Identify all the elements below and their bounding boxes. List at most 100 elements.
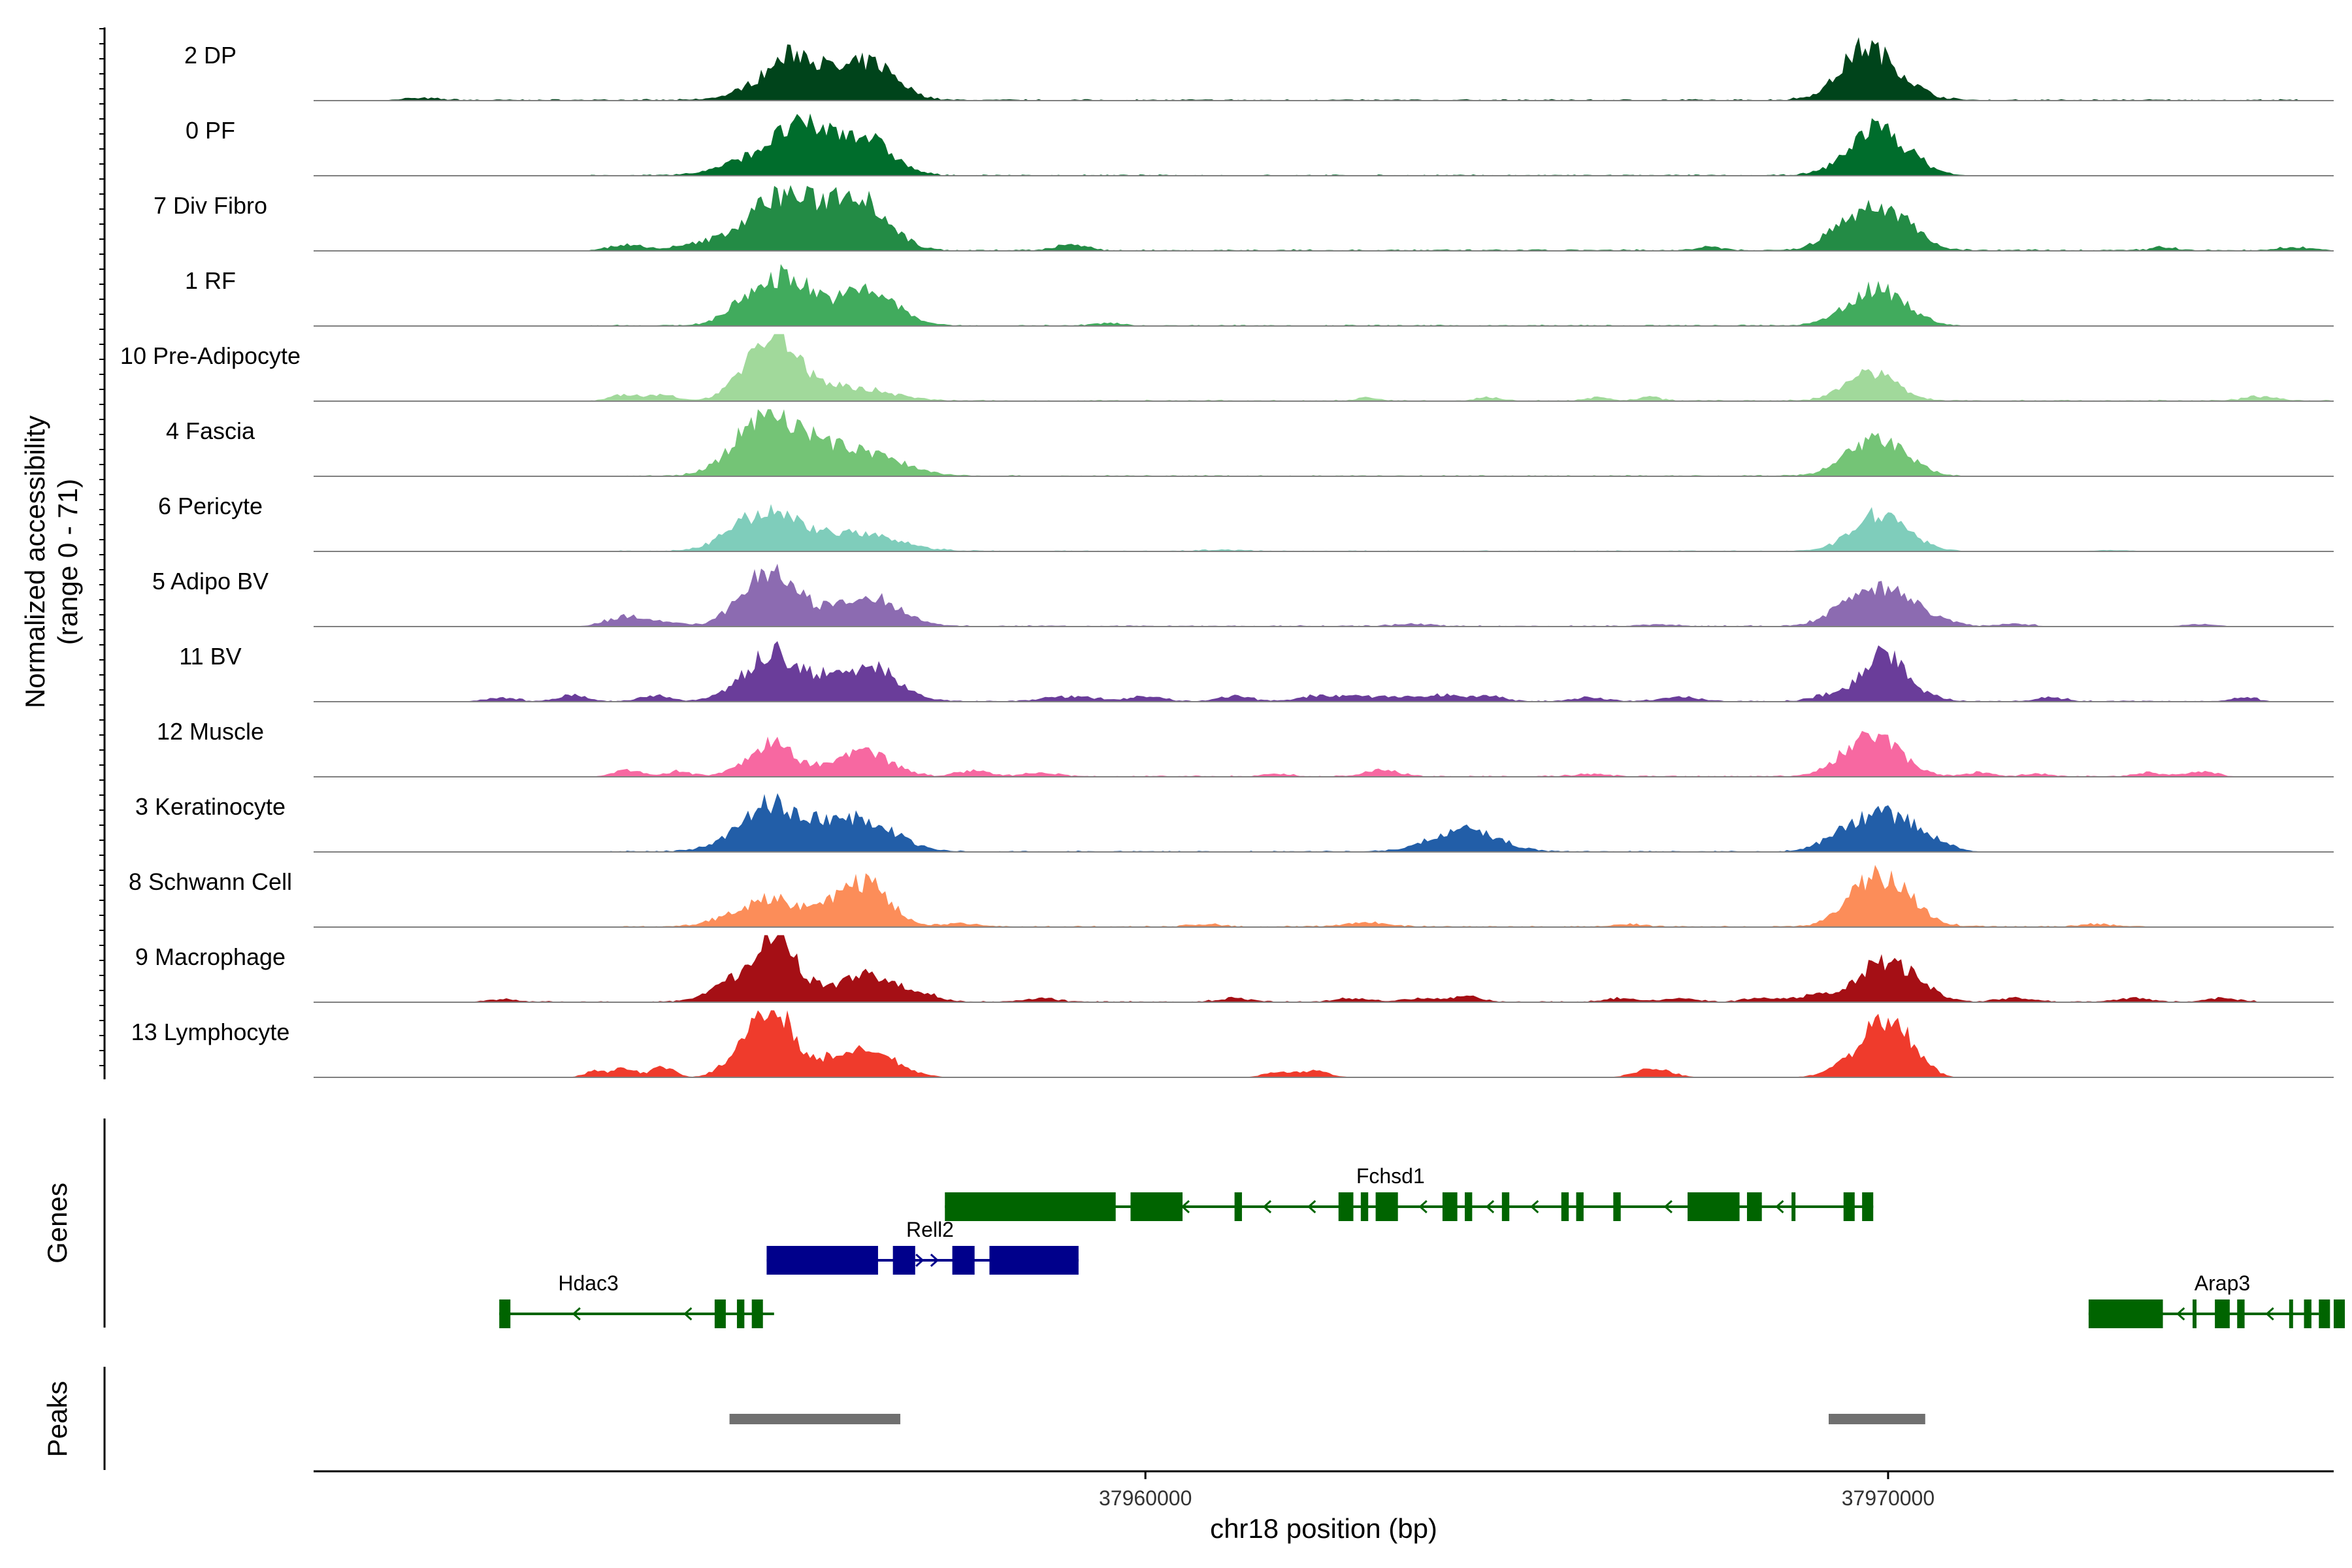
exon xyxy=(1688,1192,1740,1221)
gene-fchsd1: Fchsd1 xyxy=(945,1164,1874,1221)
exon xyxy=(1791,1192,1796,1221)
track-label: 0 PF xyxy=(186,117,235,144)
strand-arrow xyxy=(1775,1200,1784,1214)
exon xyxy=(1746,1192,1762,1221)
track-label: 3 Keratinocyte xyxy=(135,793,286,820)
genes-track-label: Genes xyxy=(42,1183,73,1264)
gene-arap3: Arap3 xyxy=(2088,1271,2345,1328)
track-0-pf: 0 PF xyxy=(186,113,2334,176)
strand-arrow xyxy=(1485,1200,1495,1214)
peak-region xyxy=(729,1414,901,1424)
strand-arrow xyxy=(1181,1200,1190,1214)
gene-rell2: Rell2 xyxy=(766,1218,1079,1275)
track-label: 13 Lymphocyte xyxy=(131,1019,290,1045)
gene-label: Arap3 xyxy=(2195,1271,2250,1295)
exon xyxy=(945,1192,1116,1221)
exon xyxy=(1360,1192,1369,1221)
coverage-area xyxy=(314,864,2334,927)
strand-arrow xyxy=(930,1253,939,1267)
exon xyxy=(499,1299,511,1328)
strand-arrow xyxy=(1307,1200,1316,1214)
track-label: 10 Pre-Adipocyte xyxy=(120,342,301,369)
track-label: 9 Macrophage xyxy=(135,943,286,970)
peaks-track-label: Peaks xyxy=(42,1381,73,1458)
track-10-pre-adipocyte: 10 Pre-Adipocyte xyxy=(120,334,2334,402)
exon xyxy=(952,1246,975,1275)
track-label: 4 Fascia xyxy=(166,417,255,444)
x-axis-ticks: 37960000 37970000 xyxy=(1099,1471,1935,1510)
y-axis-label: Normalized accessibility xyxy=(20,416,50,708)
exon xyxy=(989,1246,1079,1275)
x-axis-label: chr18 position (bp) xyxy=(1210,1513,1437,1544)
exon xyxy=(714,1299,726,1328)
strand-arrow xyxy=(915,1253,924,1267)
exon xyxy=(1338,1192,1354,1221)
strand-arrow xyxy=(2176,1307,2185,1321)
exon xyxy=(2319,1299,2330,1328)
exon xyxy=(2334,1299,2345,1328)
coverage-area xyxy=(314,1010,2334,1077)
coverage-area xyxy=(314,563,2334,627)
exon xyxy=(1130,1192,1183,1221)
exon xyxy=(1576,1192,1584,1221)
track-7-div-fibro: 7 Div Fibro xyxy=(154,185,2334,252)
exon xyxy=(2215,1299,2230,1328)
coverage-area xyxy=(314,935,2334,1002)
exon xyxy=(2289,1299,2293,1328)
coverage-area xyxy=(314,334,2334,401)
coverage-area xyxy=(314,409,2334,476)
coverage-area xyxy=(314,641,2334,702)
strand-arrow xyxy=(2265,1307,2274,1321)
exon xyxy=(736,1299,745,1328)
track-label: 6 Pericyte xyxy=(158,493,263,519)
exon xyxy=(1561,1192,1569,1221)
exon xyxy=(2304,1299,2311,1328)
coverage-area xyxy=(314,113,2334,176)
gene-label: Rell2 xyxy=(906,1218,954,1241)
exon xyxy=(1234,1192,1242,1221)
track-6-pericyte: 6 Pericyte xyxy=(158,493,2334,552)
track-2-dp: 2 DP xyxy=(184,37,2334,101)
gene-label: Fchsd1 xyxy=(1356,1164,1425,1188)
exon xyxy=(1464,1192,1473,1221)
x-tick-label: 37970000 xyxy=(1842,1486,1935,1510)
strand-arrow xyxy=(683,1307,693,1321)
strand-arrow xyxy=(1262,1200,1272,1214)
exon xyxy=(751,1299,763,1328)
track-label: 1 RF xyxy=(185,267,236,294)
track-label: 12 Muscle xyxy=(157,718,264,745)
coverage-area xyxy=(314,504,2334,551)
gene-hdac3: Hdac3 xyxy=(499,1271,774,1328)
track-label: 7 Div Fibro xyxy=(154,192,267,219)
track-5-adipo-bv: 5 Adipo BV xyxy=(152,563,2334,627)
track-label: 2 DP xyxy=(184,42,237,69)
exon xyxy=(1613,1192,1621,1221)
track-8-schwann-cell: 8 Schwann Cell xyxy=(129,864,2334,928)
y-axis xyxy=(99,27,106,1079)
x-tick-label: 37960000 xyxy=(1099,1486,1192,1510)
track-13-lymphocyte: 13 Lymphocyte xyxy=(131,1010,2334,1078)
exon xyxy=(1862,1192,1874,1221)
coverage-area xyxy=(314,264,2334,326)
exon xyxy=(2088,1299,2163,1328)
track-label: 5 Adipo BV xyxy=(152,568,269,595)
gene-annotations: Fchsd1 Rell2 Hdac3 Arap3 xyxy=(499,1164,2345,1328)
strand-arrow xyxy=(572,1307,581,1321)
coverage-tracks: 2 DP 0 PF 7 Div Fibro 1 RF 10 Pre-Adipocyte 4… xyxy=(120,37,2334,1078)
strand-arrow xyxy=(766,1253,776,1267)
track-label: 8 Schwann Cell xyxy=(129,868,292,895)
exon xyxy=(766,1246,878,1275)
coverage-area xyxy=(314,730,2334,777)
track-1-rf: 1 RF xyxy=(185,264,2334,327)
track-12-muscle: 12 Muscle xyxy=(157,718,2334,777)
exon xyxy=(1843,1192,1855,1221)
track-9-macrophage: 9 Macrophage xyxy=(135,935,2334,1003)
exon xyxy=(1375,1192,1398,1221)
coverage-area xyxy=(314,185,2334,251)
peak-region xyxy=(1829,1414,1925,1424)
gene-label: Hdac3 xyxy=(558,1271,619,1295)
exon xyxy=(1501,1192,1510,1221)
exon xyxy=(892,1246,915,1275)
exon xyxy=(1442,1192,1458,1221)
